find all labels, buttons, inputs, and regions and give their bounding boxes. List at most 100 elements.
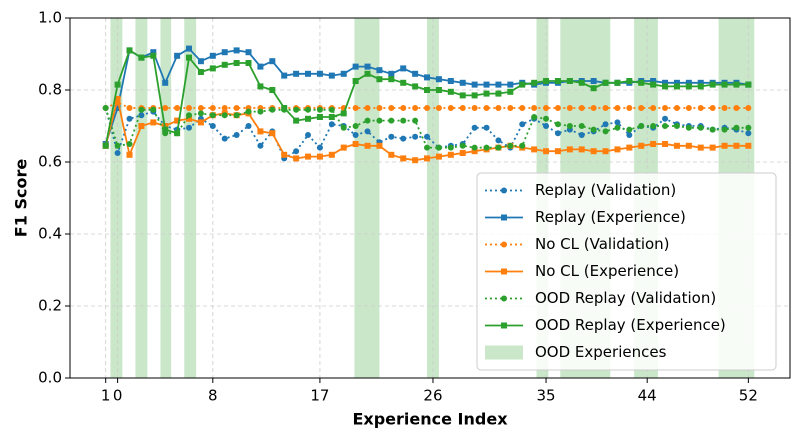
ood-span (135, 18, 148, 378)
point (126, 105, 133, 111)
point (126, 47, 133, 54)
point (114, 150, 121, 156)
point (186, 124, 193, 131)
point (281, 72, 288, 79)
point (424, 87, 431, 93)
point (328, 121, 335, 128)
point (233, 132, 240, 138)
point (471, 92, 478, 99)
point (745, 124, 752, 131)
point (495, 137, 502, 144)
point (459, 142, 466, 149)
point (174, 130, 181, 137)
legend-label: Replay (Validation) (535, 181, 676, 199)
point (543, 78, 550, 84)
point (566, 105, 573, 111)
point (745, 142, 752, 149)
point (435, 105, 442, 111)
point (483, 105, 490, 111)
point (138, 106, 145, 113)
point (554, 105, 561, 111)
point (745, 130, 752, 137)
point (221, 135, 228, 142)
point (316, 70, 323, 77)
point (186, 115, 193, 122)
point (257, 83, 264, 90)
point (340, 70, 347, 77)
point (424, 74, 431, 81)
point (388, 76, 395, 83)
point (614, 79, 621, 86)
point (721, 81, 728, 88)
point (614, 105, 621, 111)
point (685, 79, 692, 86)
point (126, 141, 133, 147)
point (269, 58, 276, 65)
point (531, 146, 538, 153)
point (590, 105, 597, 111)
y-tick-label: 0.2 (38, 297, 62, 315)
point (305, 106, 312, 113)
point (114, 81, 121, 88)
point (400, 105, 407, 111)
point (340, 110, 347, 117)
x-tick-label: 17 (310, 387, 329, 405)
point (293, 155, 300, 162)
point (638, 79, 645, 86)
point (638, 142, 645, 149)
point (697, 105, 704, 111)
x-tick-label: 0 (113, 387, 123, 405)
point (400, 65, 407, 72)
point (114, 105, 121, 111)
point (388, 70, 395, 77)
point (328, 72, 335, 79)
point (471, 144, 478, 151)
point (543, 105, 550, 111)
point (388, 151, 395, 158)
point (209, 112, 216, 119)
point (233, 60, 240, 66)
legend-marker (501, 187, 507, 194)
point (554, 148, 561, 155)
point (733, 81, 740, 88)
point (197, 58, 204, 65)
point (626, 105, 633, 111)
point (554, 130, 561, 137)
point (209, 65, 216, 72)
point (150, 106, 157, 113)
point (352, 63, 359, 70)
point (590, 148, 597, 155)
point (102, 105, 109, 111)
point (543, 148, 550, 155)
point (269, 106, 276, 113)
point (257, 108, 264, 115)
point (221, 49, 228, 56)
point (447, 88, 454, 95)
legend-marker (501, 268, 507, 275)
x-tick-label: 8 (208, 387, 218, 405)
legend-marker (501, 241, 507, 248)
point (316, 114, 323, 120)
point (174, 105, 181, 111)
point (554, 78, 561, 84)
point (293, 148, 300, 155)
point (114, 142, 121, 149)
legend-label: No CL (Validation) (535, 235, 670, 253)
point (435, 144, 442, 151)
point (376, 105, 383, 111)
point (150, 49, 157, 56)
point (233, 105, 240, 111)
point (483, 81, 490, 88)
point (626, 132, 633, 138)
point (352, 105, 359, 111)
point (638, 105, 645, 111)
point (364, 105, 371, 111)
point (590, 126, 597, 133)
point (352, 78, 359, 84)
point (435, 153, 442, 160)
point (102, 142, 109, 149)
point (578, 132, 585, 138)
point (602, 121, 609, 128)
point (186, 105, 193, 111)
point (352, 132, 359, 138)
